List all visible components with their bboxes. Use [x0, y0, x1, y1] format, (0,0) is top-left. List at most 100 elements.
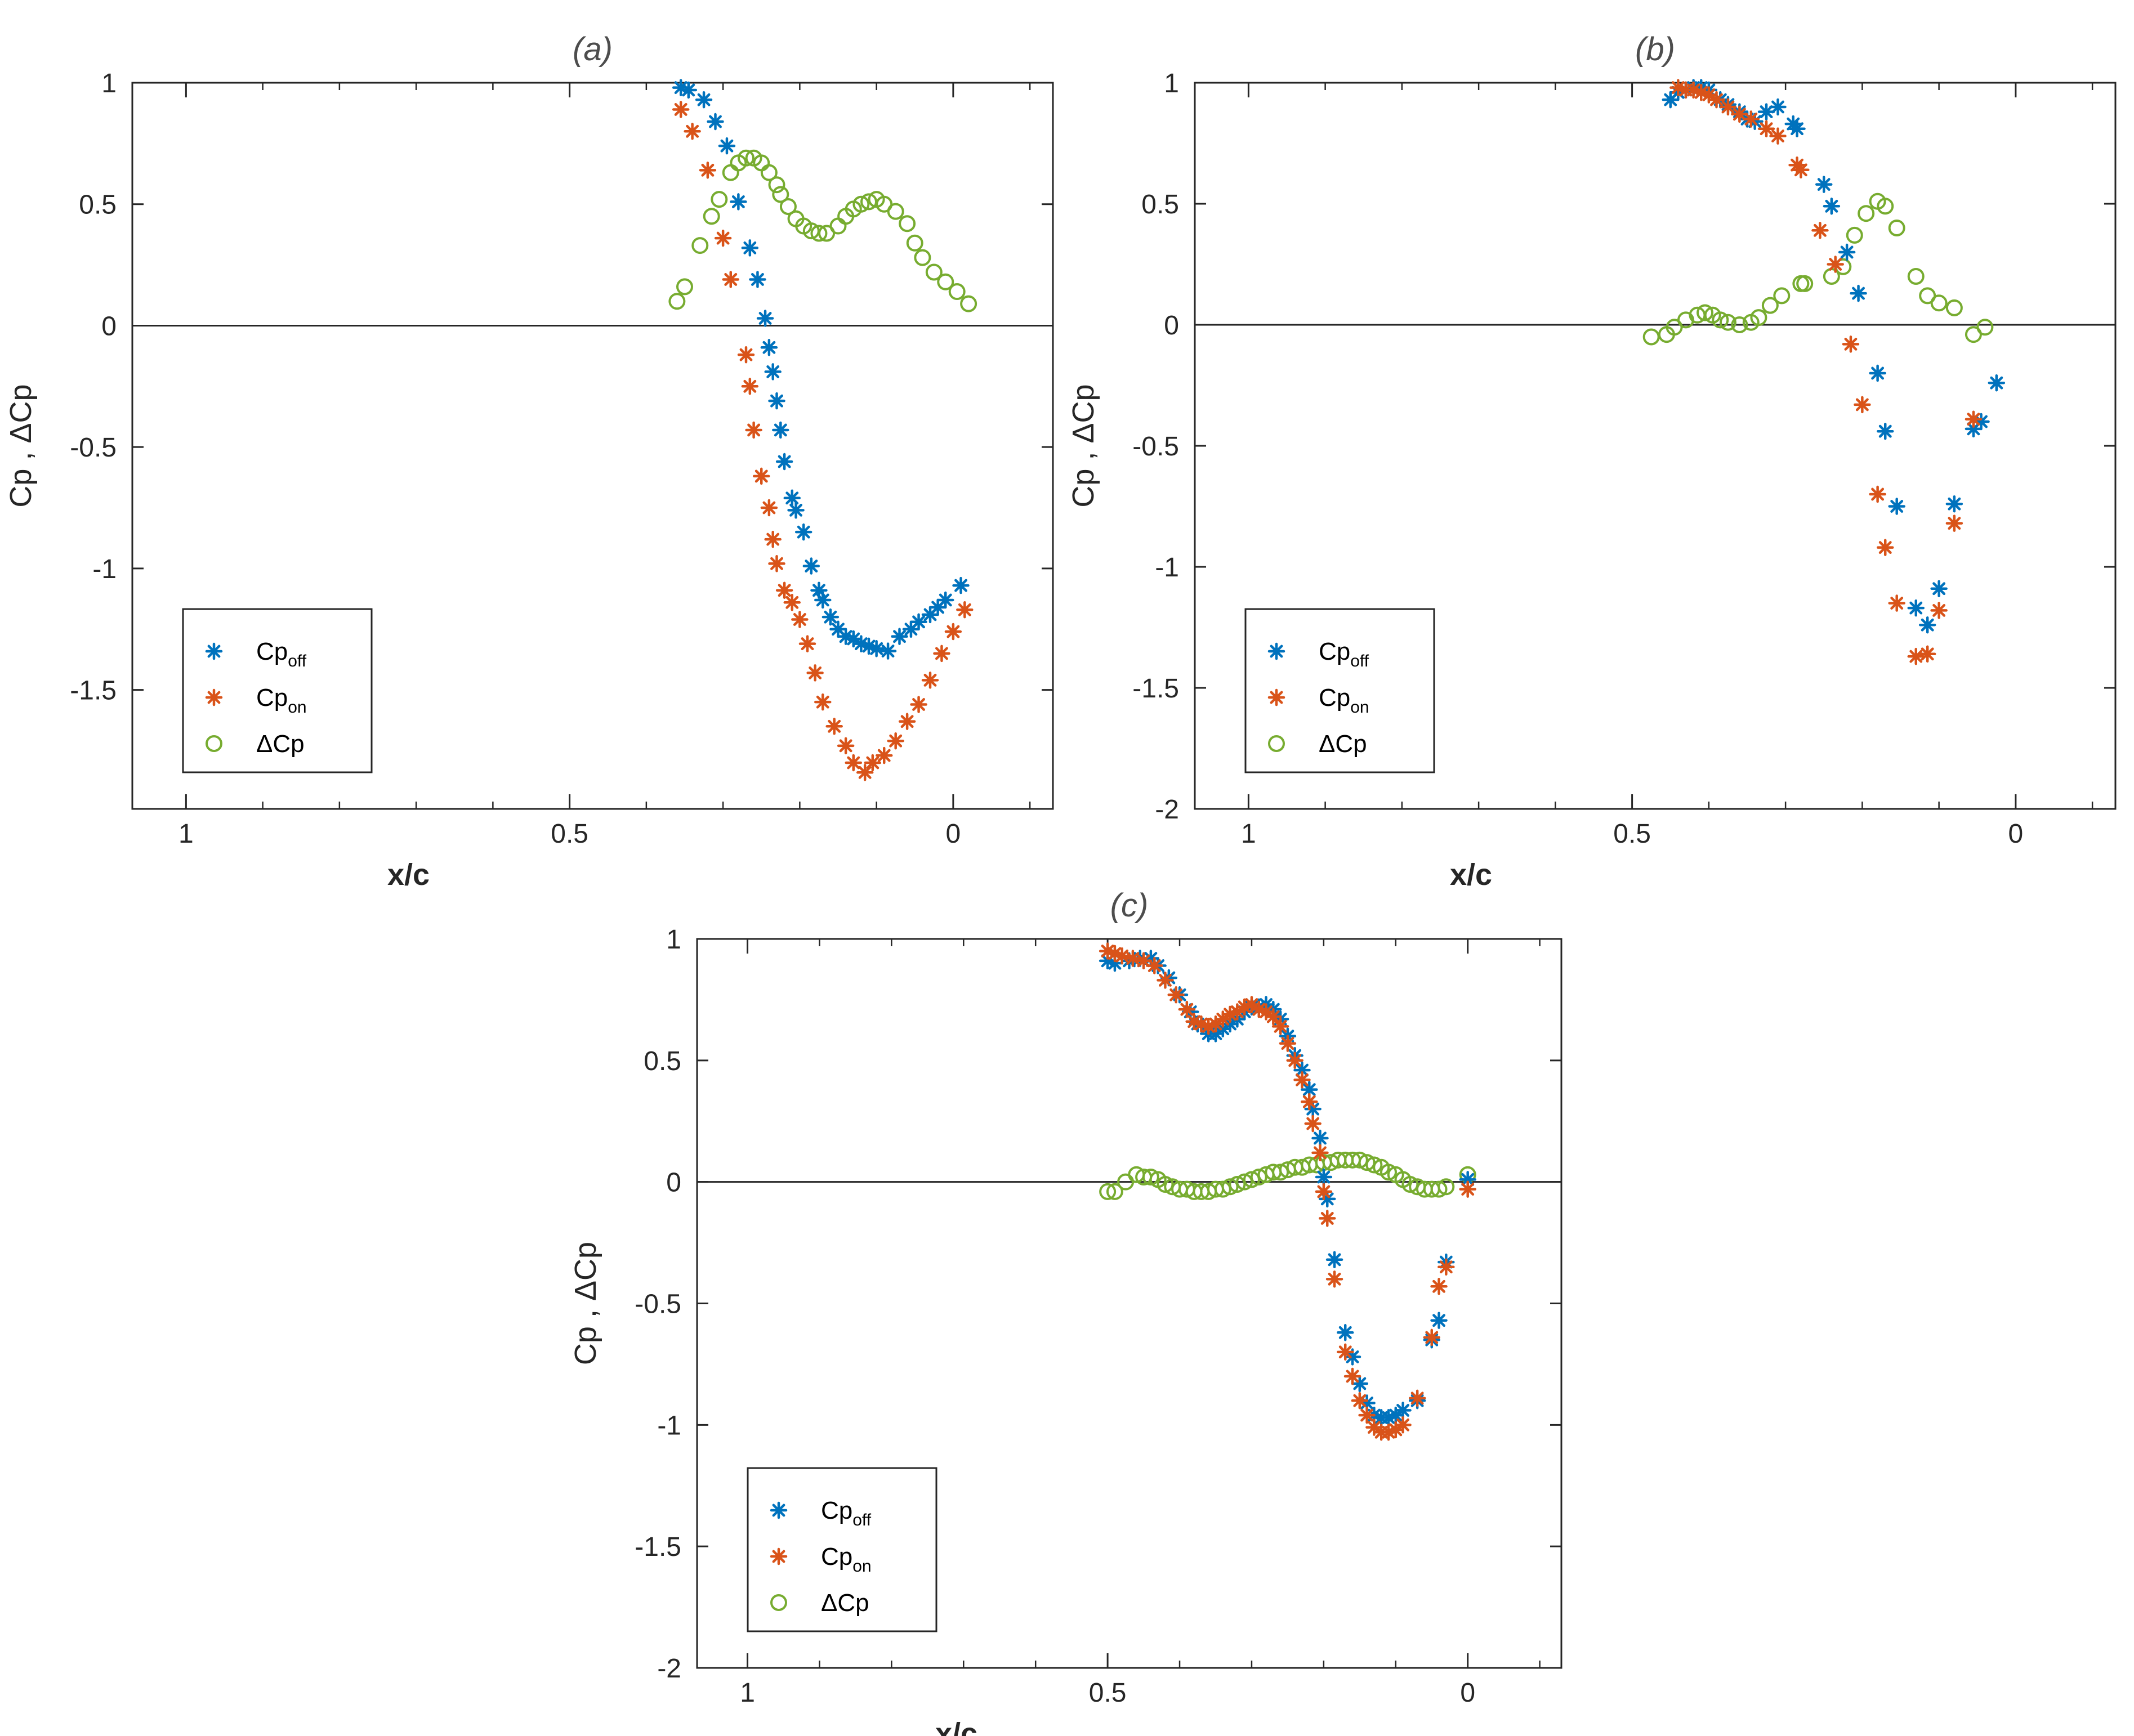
data-point-cp-off: [1099, 952, 1117, 970]
axes-box: [131, 82, 1054, 810]
data-point-delta-cp: [738, 149, 755, 167]
data-point-cp-off: [741, 239, 759, 257]
data-point-cp-on: [1394, 1416, 1412, 1434]
data-point-delta-cp: [1773, 287, 1791, 305]
data-point-cp-off: [1214, 1020, 1232, 1037]
data-point-delta-cp: [810, 225, 828, 242]
legend-marker-delta-cp: [770, 1594, 787, 1611]
data-point-cp-on: [1700, 86, 1718, 104]
legend-label-delta-cp: ΔCp: [256, 730, 305, 758]
data-point-cp-off: [1358, 1394, 1376, 1412]
data-point-cp-on: [791, 611, 809, 628]
data-point-cp-off: [929, 598, 947, 616]
data-point-cp-off: [1930, 580, 1948, 597]
data-point-cp-on: [1135, 952, 1153, 970]
data-point-cp-on: [1146, 957, 1163, 974]
data-point-cp-off: [1315, 1168, 1333, 1186]
panel-b: (b) -2 -1.5 -1 -0.5 0 0.5 1 1 0.5 0 x/c Cp , ΔCp Cpof…: [1066, 31, 2117, 892]
data-point-cp-on: [837, 737, 855, 755]
legend-marker-delta-cp: [1268, 735, 1285, 752]
data-point-cp-on: [1358, 1406, 1376, 1424]
data-point-cp-on: [714, 229, 732, 247]
data-point-cp-off: [879, 642, 897, 660]
data-point-delta-cp: [887, 203, 904, 220]
series-cp-on: [1099, 942, 1476, 1441]
data-point-cp-off: [1301, 1081, 1318, 1098]
panel-c: (c) -2 -1.5 -1 -0.5 0 0.5 1 1 0.5 0 x/c Cp , ΔCp Cpof…: [569, 887, 1562, 1736]
data-point-cp-on: [1257, 1003, 1275, 1021]
series-cp-on: [1669, 79, 1983, 665]
data-point-cp-off: [937, 591, 954, 609]
data-point-cp-off: [1325, 1251, 1343, 1269]
data-point-cp-on: [741, 378, 759, 395]
data-point-cp-on: [1113, 947, 1131, 965]
data-point-cp-on: [764, 530, 782, 548]
data-point-cp-off: [1757, 103, 1775, 120]
data-point-delta-cp: [852, 195, 870, 213]
legend-label-cp-on: Cpon: [821, 1543, 872, 1576]
data-point-cp-on: [1351, 1392, 1369, 1410]
legend: Cpoff Cpon ΔCp: [1244, 608, 1435, 773]
data-point-cp-on: [699, 162, 717, 179]
data-point-cp-off: [1988, 374, 2006, 392]
data-point-cp-off: [1337, 1324, 1354, 1341]
data-point-delta-cp: [1761, 297, 1779, 314]
data-point-delta-cp: [1351, 1151, 1368, 1169]
y-tick-label: -1.5: [70, 676, 117, 706]
data-point-cp-off: [868, 640, 885, 657]
panel-a: (a)-1.5-1-0.500.511 0.5 0x/cCp , ΔCpCpoffC…: [4, 31, 1054, 892]
x-tick-label: 0: [1460, 1678, 1475, 1708]
data-point-cp-on: [825, 718, 843, 735]
x-axis-label: x/c: [387, 858, 430, 892]
data-point-cp-off: [1888, 498, 1905, 515]
data-point-delta-cp: [779, 198, 797, 216]
data-point-cp-off: [837, 628, 855, 645]
data-point-cp-on: [1315, 1183, 1333, 1201]
legend-label-cp-off: Cpoff: [1319, 638, 1369, 670]
data-point-cp-on: [1757, 120, 1775, 137]
legend-label-delta-cp: ΔCp: [1319, 730, 1367, 758]
data-point-cp-off: [772, 421, 789, 439]
data-point-delta-cp: [1796, 275, 1814, 292]
data-point-cp-off: [695, 91, 713, 109]
data-point-cp-on: [1742, 110, 1760, 128]
data-point-cp-off: [794, 523, 812, 541]
data-point-cp-on: [1311, 1144, 1329, 1162]
data-point-delta-cp: [711, 191, 728, 208]
data-point-cp-on: [1459, 1180, 1476, 1198]
data-point-cp-on: [1437, 1258, 1455, 1276]
data-point-cp-off: [829, 620, 847, 638]
data-point-delta-cp: [760, 164, 778, 181]
y-tick-label: 0: [1164, 311, 1179, 341]
data-point-cp-off: [672, 79, 690, 96]
data-point-delta-cp: [1858, 205, 1875, 222]
x-tick-label: 0.5: [551, 819, 588, 849]
y-axis-label: Cp , ΔCp: [1066, 384, 1100, 507]
data-point-cp-on: [845, 754, 862, 772]
data-point-cp-on: [1319, 1210, 1336, 1227]
legend-marker-cp-on: [1267, 688, 1285, 706]
data-point-cp-on: [1265, 1008, 1282, 1026]
data-point-delta-cp: [1380, 1164, 1397, 1181]
data-point-cp-on: [1842, 335, 1860, 353]
data-point-cp-off: [891, 628, 908, 645]
data-point-delta-cp: [1877, 198, 1894, 215]
y-tick-label: -1.5: [635, 1532, 681, 1562]
data-point-cp-off: [845, 630, 862, 648]
data-point-cp-off: [783, 489, 801, 507]
x-tick-label: 0: [946, 819, 961, 849]
x-tick-label: 1: [1241, 819, 1256, 849]
data-point-cp-off: [718, 137, 736, 155]
x-axis-label: x/c: [1450, 858, 1492, 892]
legend-marker-cp-off: [1267, 642, 1285, 660]
data-point-cp-off: [1394, 1402, 1412, 1419]
y-tick-label: -1: [1155, 553, 1179, 583]
data-point-cp-on: [1271, 1018, 1289, 1035]
data-point-cp-off: [707, 113, 724, 131]
data-point-cp-on: [1124, 950, 1142, 967]
data-point-delta-cp: [899, 215, 916, 232]
panel-title: (b): [1635, 31, 1675, 68]
data-point-cp-off: [1869, 364, 1886, 382]
data-point-cp-on: [1854, 396, 1871, 414]
legend-marker-delta-cp: [206, 735, 222, 752]
